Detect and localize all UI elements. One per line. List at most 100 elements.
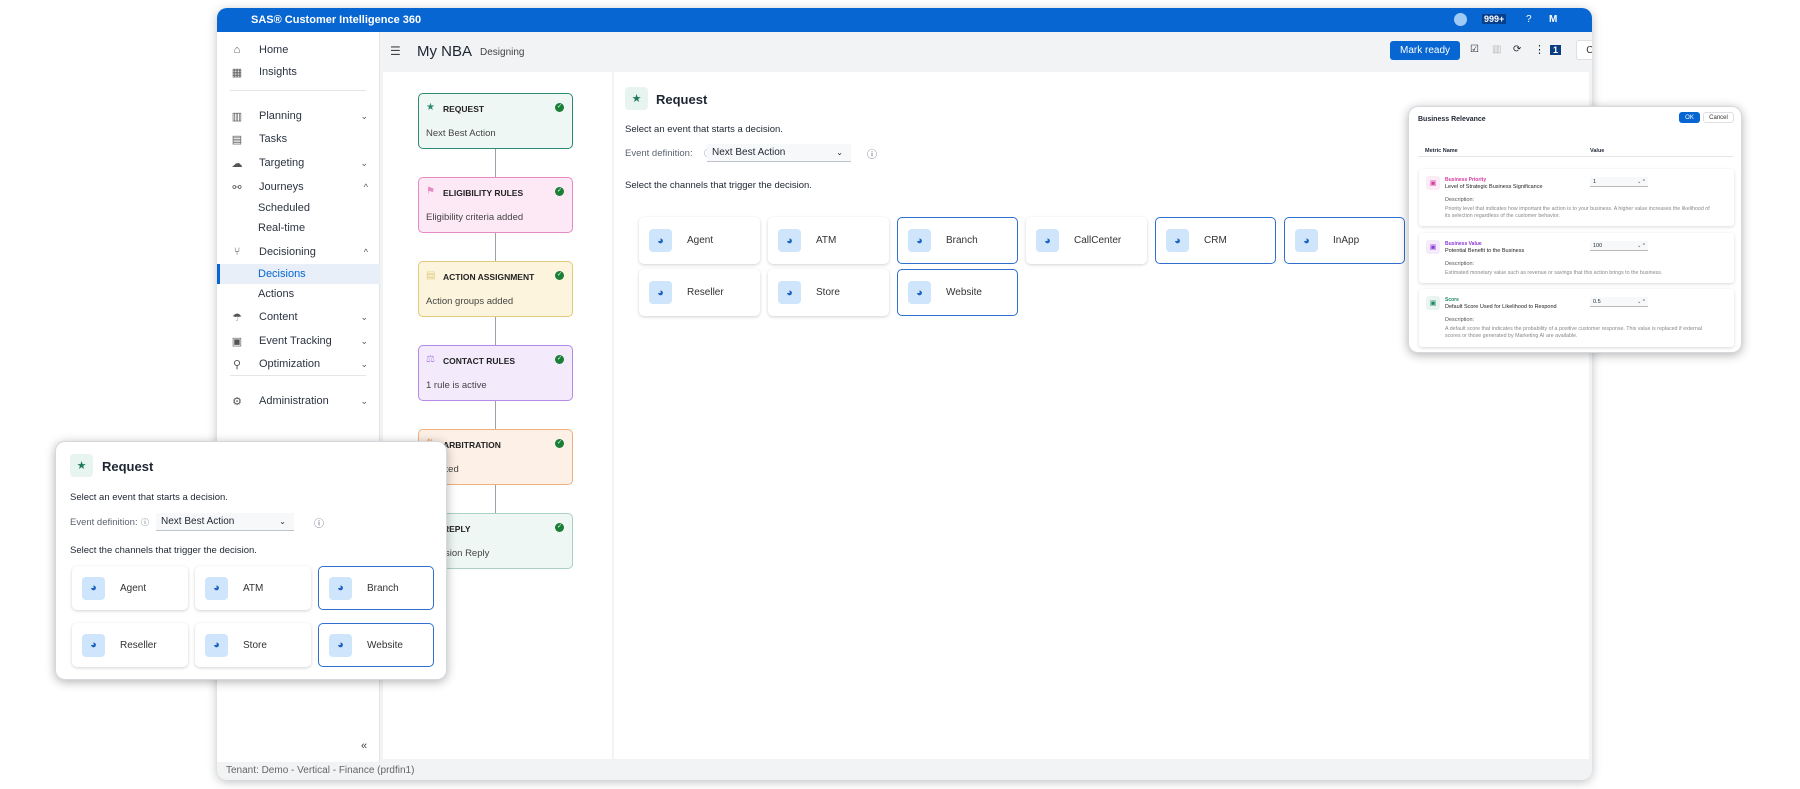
label: Insights <box>259 66 297 78</box>
sidebar-item-decisions[interactable]: Decisions <box>217 264 380 284</box>
divider <box>230 375 366 376</box>
list-icon[interactable]: ☰ <box>390 44 401 58</box>
channel-card-atm[interactable]: ◕ ATM <box>195 566 311 610</box>
sidebar-item-targeting[interactable]: ☁ Targeting ⌄ <box>217 153 380 173</box>
app-title: SAS® Customer Intelligence 360 <box>251 14 422 26</box>
label: Event Tracking <box>259 335 332 347</box>
collapse-sidebar-button[interactable]: « <box>361 740 368 752</box>
channel-card-website[interactable]: ◕ Website <box>897 269 1018 316</box>
sidebar-item-insights[interactable]: ▦ Insights <box>217 62 380 82</box>
sidebar-item-content[interactable]: ☂ Content ⌄ <box>217 307 380 327</box>
column-header-value: Value <box>1590 148 1605 154</box>
flow-node-contact-rules[interactable]: ⚖ CONTACT RULES ✓ 1 rule is active <box>418 345 573 401</box>
request-detail-panel: ★ Request Select an event that starts a … <box>614 72 1589 759</box>
ok-button[interactable]: OK <box>1679 112 1700 123</box>
business-relevance-dialog: Business Relevance OK Cancel Metric Name… <box>1408 106 1742 353</box>
node-subtitle: Action groups added <box>426 296 514 307</box>
stepper-arrows-icon[interactable]: ⌄ ^ <box>1637 179 1645 185</box>
channel-card-website[interactable]: ◕ Website <box>318 623 434 667</box>
channel-card-agent[interactable]: ◕ Agent <box>72 566 188 610</box>
metric-category: Business Priority <box>1445 177 1487 183</box>
channel-card-atm[interactable]: ◕ ATM <box>768 217 889 264</box>
label: Planning <box>259 110 302 122</box>
check-circle-icon: ✓ <box>555 187 564 196</box>
notifications-badge[interactable]: 999+ <box>1482 14 1507 24</box>
sidebar-item-event-tracking[interactable]: ▣ Event Tracking ⌄ <box>217 331 380 351</box>
refresh-icon[interactable]: ⟳ <box>1513 44 1522 55</box>
flow-connector <box>495 233 496 261</box>
event-definition-select[interactable]: Next Best Action ⌄ <box>156 513 294 531</box>
metric-value-stepper[interactable]: 1 ⌄ ^ <box>1590 177 1648 187</box>
sidebar-item-home[interactable]: ⌂ Home <box>217 40 380 60</box>
metric-name: Level of Strategic Business Significance <box>1445 184 1543 190</box>
count-badge[interactable]: 1 <box>1550 45 1562 55</box>
help-icon[interactable]: ⓘ <box>141 518 149 527</box>
calendar-star-icon: ★ <box>625 87 648 110</box>
channel-icon: ◕ <box>1036 229 1059 252</box>
help-button[interactable]: ? <box>1526 14 1532 25</box>
node-subtitle: Decision Reply <box>426 548 490 559</box>
sidebar-item-actions[interactable]: Actions <box>217 284 380 304</box>
check-circle-icon: ✓ <box>555 523 564 532</box>
action-assignment-icon: ▤ <box>426 270 436 281</box>
channel-label: Reseller <box>687 287 724 298</box>
edit-icon[interactable]: ☑ <box>1470 44 1479 55</box>
home-icon: ⌂ <box>233 44 241 56</box>
mark-ready-button[interactable]: Mark ready <box>1390 41 1460 60</box>
sidebar-item-scheduled[interactable]: Scheduled <box>217 198 380 218</box>
channel-card-crm[interactable]: ◕ CRM <box>1155 217 1276 264</box>
metric-description: Priority level that indicates how import… <box>1445 206 1710 219</box>
flow-connector <box>495 317 496 345</box>
channel-card-store[interactable]: ◕ Store <box>195 623 311 667</box>
metric-value-stepper[interactable]: 100 ⌄ ^ <box>1590 241 1648 251</box>
sync-icon[interactable] <box>1454 13 1467 26</box>
channel-icon: ◕ <box>329 633 352 657</box>
metric-icon: ▣ <box>1426 240 1440 254</box>
top-bar: SAS® Customer Intelligence 360 999+ ? M <box>217 8 1592 32</box>
channel-card-reseller[interactable]: ◕ Reseller <box>72 623 188 667</box>
stepper-arrows-icon[interactable]: ⌄ ^ <box>1637 243 1645 249</box>
info-icon[interactable]: ⓘ <box>314 519 324 530</box>
flow-node-request[interactable]: ★ REQUEST ✓ Next Best Action <box>418 93 573 149</box>
stepper-arrows-icon[interactable]: ⌄ ^ <box>1637 299 1645 305</box>
chevron-up-icon: ^ <box>363 182 368 192</box>
channel-card-inapp[interactable]: ◕ InApp <box>1284 217 1405 264</box>
node-title: ELIGIBILITY RULES <box>443 188 524 198</box>
insights-icon: ▦ <box>231 66 243 79</box>
sidebar-item-decisioning[interactable]: ⑂ Decisioning ^ <box>217 242 380 262</box>
journeys-icon: ⚯ <box>232 181 242 194</box>
channel-icon: ◕ <box>205 633 228 657</box>
flow-connector <box>495 485 496 513</box>
channel-card-callcenter[interactable]: ◕ CallCenter <box>1026 217 1147 264</box>
metric-value-stepper[interactable]: 0.5 ⌄ ^ <box>1590 297 1648 307</box>
panel-title: Request <box>656 92 708 107</box>
channel-card-branch[interactable]: ◕ Branch <box>897 217 1018 264</box>
event-definition-select[interactable]: Next Best Action ⌄ <box>707 144 851 162</box>
sidebar-item-optimization[interactable]: ⚲ Optimization ⌄ <box>217 354 380 374</box>
sidebar-item-planning[interactable]: ▥ Planning ⌄ <box>217 106 380 126</box>
sidebar-item-real-time[interactable]: Real-time <box>217 218 380 238</box>
sidebar-item-journeys[interactable]: ⚯ Journeys ^ <box>217 177 380 197</box>
node-subtitle: Next Best Action <box>426 128 496 139</box>
node-subtitle: 1 rule is active <box>426 380 487 391</box>
selected-value: Next Best Action <box>161 516 235 527</box>
channel-icon: ◕ <box>205 576 228 600</box>
user-menu[interactable]: M <box>1549 14 1558 25</box>
metric-category: Business Value <box>1445 241 1482 247</box>
info-icon[interactable]: ⓘ <box>867 150 877 161</box>
close-button[interactable]: Close <box>1576 40 1592 60</box>
flow-node-action-assignment[interactable]: ▤ ACTION ASSIGNMENT ✓ Action groups added <box>418 261 573 317</box>
channel-icon: ◕ <box>649 281 672 304</box>
channel-card-branch[interactable]: ◕ Branch <box>318 566 434 610</box>
flow-node-eligibility-rules[interactable]: ⚑ ELIGIBILITY RULES ✓ Eligibility criteria … <box>418 177 573 233</box>
more-icon[interactable]: ⋮ <box>1534 44 1545 56</box>
column-header-metric: Metric Name <box>1425 148 1458 154</box>
channel-card-store[interactable]: ◕ Store <box>768 269 889 316</box>
channel-card-reseller[interactable]: ◕ Reseller <box>639 269 760 316</box>
cancel-button[interactable]: Cancel <box>1703 112 1734 123</box>
sidebar-item-administration[interactable]: ⚙ Administration ⌄ <box>217 391 380 411</box>
sidebar-item-tasks[interactable]: ▤ Tasks <box>217 129 380 149</box>
channel-card-agent[interactable]: ◕ Agent <box>639 217 760 264</box>
channel-label: Reseller <box>120 639 157 651</box>
channel-label: Branch <box>946 235 978 246</box>
